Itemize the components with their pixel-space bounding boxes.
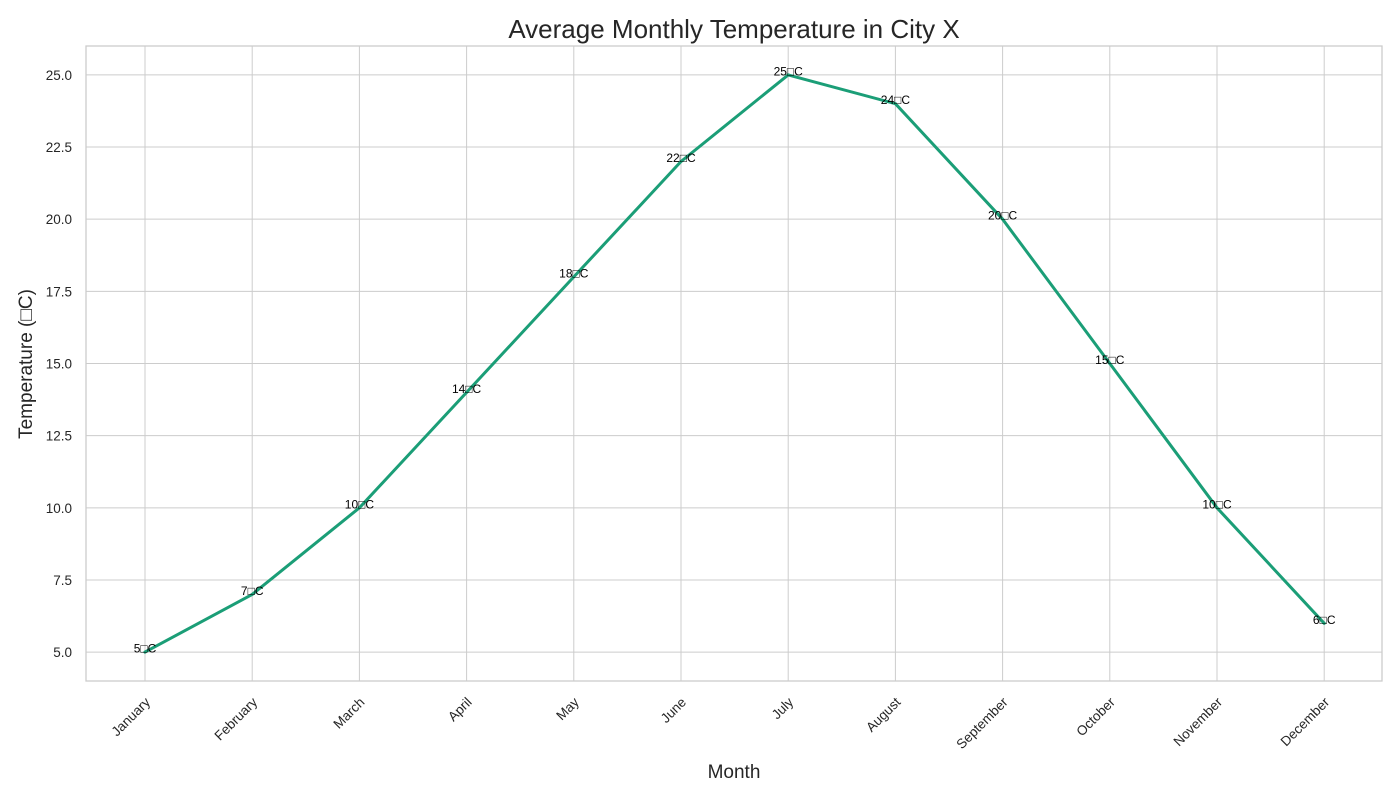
y-tick-label: 22.5 <box>46 140 72 155</box>
data-label: 6□C <box>1313 613 1336 627</box>
data-point <box>1322 621 1326 625</box>
chart-title: Average Monthly Temperature in City X <box>508 14 959 44</box>
data-point <box>893 102 897 106</box>
y-tick-label: 17.5 <box>46 284 72 299</box>
data-label: 18□C <box>559 266 589 280</box>
data-point <box>1215 506 1219 510</box>
y-axis-label: Temperature (□C) <box>16 289 37 439</box>
y-tick-label: 25.0 <box>46 68 72 83</box>
data-label: 5□C <box>134 642 157 656</box>
data-point <box>465 390 469 394</box>
temperature-series-line <box>143 73 1326 654</box>
data-point <box>1108 362 1112 365</box>
data-label: 24□C <box>881 93 911 107</box>
data-label: 15□C <box>1095 353 1125 367</box>
y-tick-label: 10.0 <box>46 501 72 516</box>
y-tick-label: 12.5 <box>46 429 72 444</box>
x-axis-label: Month <box>708 762 761 783</box>
data-label: 25□C <box>774 64 804 78</box>
grid <box>86 46 1382 681</box>
y-axis-ticks: 5.0 7.5 10.0 12.5 15.0 17.5 20.0 22.5 25.0 <box>46 68 72 660</box>
y-tick-label: 7.5 <box>53 573 72 588</box>
data-label: 7□C <box>241 584 264 598</box>
data-point <box>357 506 361 510</box>
y-tick-label: 20.0 <box>46 212 72 227</box>
plot-frame <box>85 45 1383 682</box>
data-point <box>786 73 790 77</box>
data-labels: 5□C 7□C 10□C 14□C 18□C 22□C 25□C 24□C 20□C 15□C 10… <box>134 64 1336 655</box>
data-label: 10□C <box>345 497 375 511</box>
data-point <box>250 592 254 596</box>
data-label: 20□C <box>988 209 1018 223</box>
y-tick-label: 5.0 <box>53 645 72 660</box>
data-point <box>143 650 147 654</box>
series-layer <box>143 73 1326 654</box>
data-label: 14□C <box>452 382 482 396</box>
data-label: 22□C <box>666 151 696 165</box>
data-point <box>1001 217 1005 221</box>
y-tick-label: 15.0 <box>46 357 72 372</box>
data-point <box>572 275 576 279</box>
data-point <box>679 159 683 163</box>
data-label: 10□C <box>1202 497 1232 511</box>
